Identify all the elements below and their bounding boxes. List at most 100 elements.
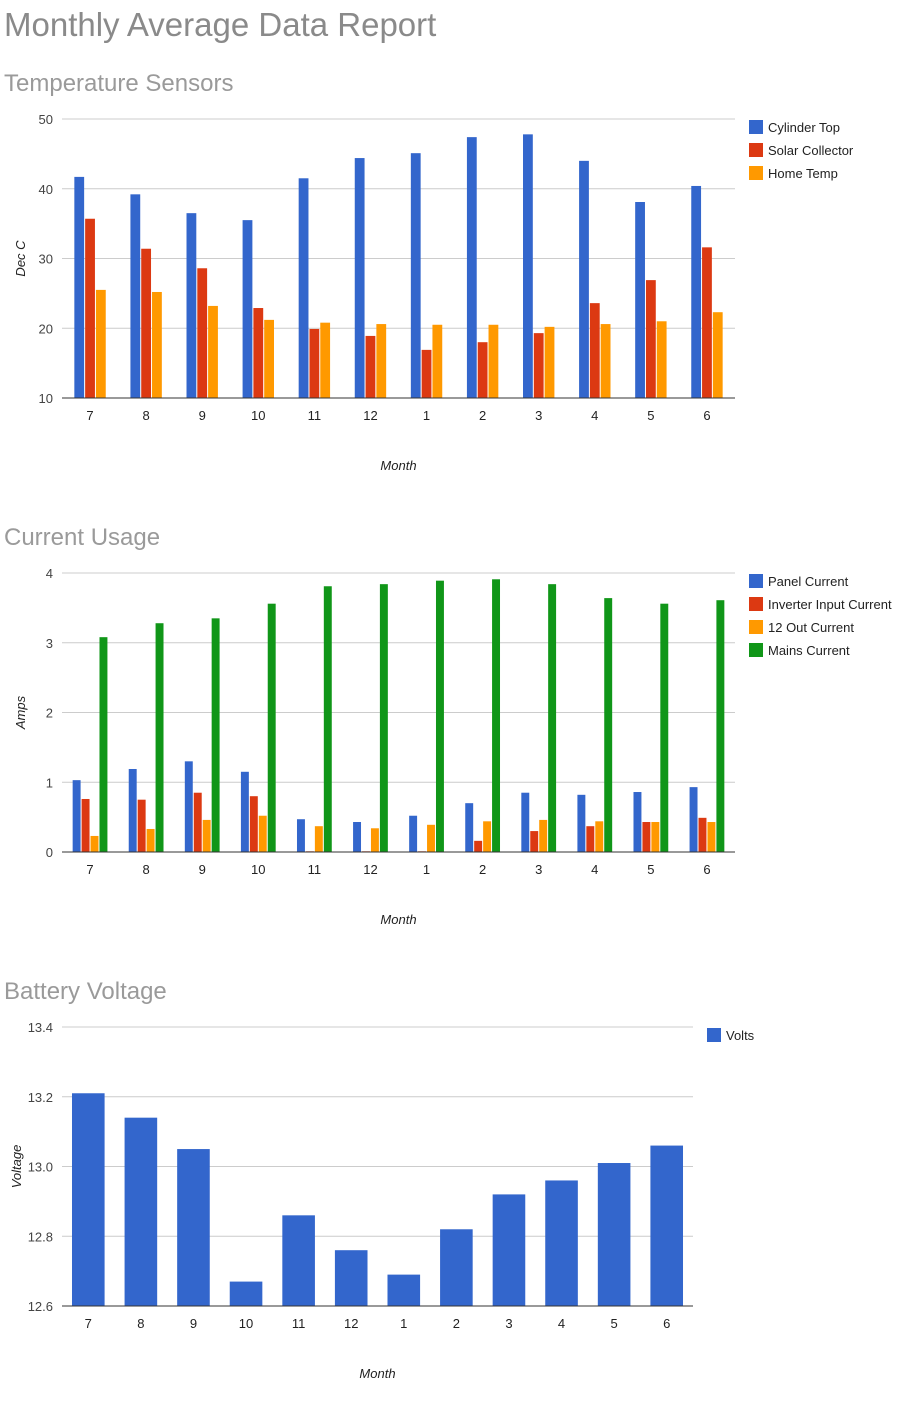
page-title: Monthly Average Data Report — [4, 6, 437, 43]
bar-12-out-current — [202, 819, 211, 852]
bar-panel-current — [409, 815, 418, 852]
y-tick-label: 2 — [46, 706, 53, 721]
chart-title-voltage: Battery Voltage — [4, 978, 167, 1005]
bar-panel-current — [184, 761, 193, 852]
x-tick-label: 2 — [453, 1316, 460, 1331]
x-tick-label: 10 — [239, 1316, 253, 1331]
x-tick-label: 10 — [251, 862, 265, 877]
bar-solar-collector — [645, 280, 656, 398]
x-tick-label: 1 — [423, 408, 430, 423]
x-tick-label: 11 — [308, 408, 322, 423]
y-tick-label: 30 — [39, 252, 53, 267]
legend-swatch — [749, 574, 763, 588]
x-tick-label: 4 — [591, 408, 598, 423]
bar-volts — [177, 1149, 210, 1306]
x-tick-label: 9 — [190, 1316, 197, 1331]
x-tick-label: 7 — [85, 1316, 92, 1331]
bar-panel-current — [577, 794, 586, 852]
bar-12-out-current — [707, 822, 716, 852]
x-tick-label: 2 — [479, 408, 486, 423]
x-tick-label: 8 — [143, 862, 150, 877]
bar-home-temp — [656, 321, 667, 398]
bar-cylinder-top — [579, 160, 589, 398]
bar-12-out-current — [314, 826, 323, 852]
legend-label: Home Temp — [768, 166, 838, 181]
bar-home-temp — [544, 326, 555, 398]
x-tick-label: 11 — [292, 1316, 306, 1331]
legend-swatch — [749, 143, 763, 157]
chart-title-current: Current Usage — [4, 524, 161, 551]
x-tick-label: 5 — [647, 862, 654, 877]
y-tick-label: 13.4 — [28, 1020, 53, 1035]
bar-mains-current — [379, 584, 388, 852]
bar-solar-collector — [702, 247, 712, 398]
y-tick-label: 10 — [39, 391, 53, 406]
x-tick-label: 6 — [663, 1316, 670, 1331]
bar-12-out-current — [370, 828, 379, 852]
bar-volts — [124, 1117, 158, 1306]
bar-cylinder-top — [298, 178, 309, 398]
bar-home-temp — [95, 289, 106, 398]
bar-panel-current — [128, 768, 137, 852]
bar-solar-collector — [589, 303, 600, 398]
legend-label: Mains Current — [768, 643, 850, 658]
legend-swatch — [749, 643, 763, 657]
bar-mains-current — [604, 598, 613, 852]
x-tick-label: 6 — [703, 862, 710, 877]
bar-home-temp — [376, 324, 387, 398]
bar-inverter-input-current — [642, 822, 651, 852]
bar-home-temp — [208, 305, 218, 398]
bar-cylinder-top — [186, 213, 197, 398]
chart-title-temperature: Temperature Sensors — [4, 70, 234, 97]
bar-mains-current — [492, 579, 501, 852]
bar-volts — [440, 1229, 473, 1306]
x-tick-label: 8 — [137, 1316, 144, 1331]
bar-solar-collector — [477, 342, 488, 398]
bar-inverter-input-current — [474, 840, 483, 852]
bar-volts — [229, 1281, 263, 1306]
bar-cylinder-top — [691, 185, 702, 398]
bar-solar-collector — [421, 349, 432, 398]
legend-label: Volts — [726, 1028, 755, 1043]
x-tick-label: 7 — [86, 408, 93, 423]
bar-12-out-current — [651, 822, 660, 852]
bar-12-out-current — [146, 828, 155, 852]
bar-mains-current — [99, 637, 108, 852]
x-tick-label: 5 — [647, 408, 654, 423]
bar-cylinder-top — [354, 158, 365, 398]
bar-panel-current — [521, 792, 530, 852]
bar-12-out-current — [90, 835, 99, 852]
bar-cylinder-top — [523, 134, 533, 398]
bar-mains-current — [323, 586, 332, 852]
x-tick-label: 6 — [703, 408, 710, 423]
bar-home-temp — [432, 324, 443, 398]
y-tick-label: 20 — [39, 321, 53, 336]
x-tick-label: 3 — [535, 408, 542, 423]
bar-cylinder-top — [410, 153, 421, 398]
legend-swatch — [749, 597, 763, 611]
bar-home-temp — [264, 319, 274, 398]
bar-inverter-input-current — [81, 798, 90, 852]
bar-inverter-input-current — [193, 792, 202, 852]
legend-swatch — [749, 166, 763, 180]
bar-12-out-current — [595, 821, 604, 852]
y-axis-title: Voltage — [9, 1145, 24, 1189]
bar-solar-collector — [309, 328, 320, 398]
bar-mains-current — [211, 618, 220, 852]
bar-volts — [545, 1180, 578, 1306]
bar-home-temp — [600, 324, 611, 398]
bar-home-temp — [320, 322, 331, 398]
y-axis-title: Dec C — [13, 240, 28, 277]
y-axis-title: Amps — [13, 695, 28, 730]
x-tick-label: 12 — [344, 1316, 358, 1331]
y-tick-label: 13.0 — [28, 1160, 53, 1175]
bar-solar-collector — [365, 335, 376, 398]
x-tick-label: 5 — [611, 1316, 618, 1331]
y-tick-label: 12.6 — [28, 1299, 53, 1314]
y-tick-label: 3 — [46, 636, 53, 651]
voltage-chart: 12.612.813.013.213.47 8 9 10 11 12 1 2 3 4 5 6Month… — [9, 1020, 755, 1381]
bar-panel-current — [689, 787, 698, 852]
bar-cylinder-top — [466, 137, 477, 398]
bar-volts — [71, 1093, 105, 1306]
bar-volts — [597, 1163, 631, 1306]
